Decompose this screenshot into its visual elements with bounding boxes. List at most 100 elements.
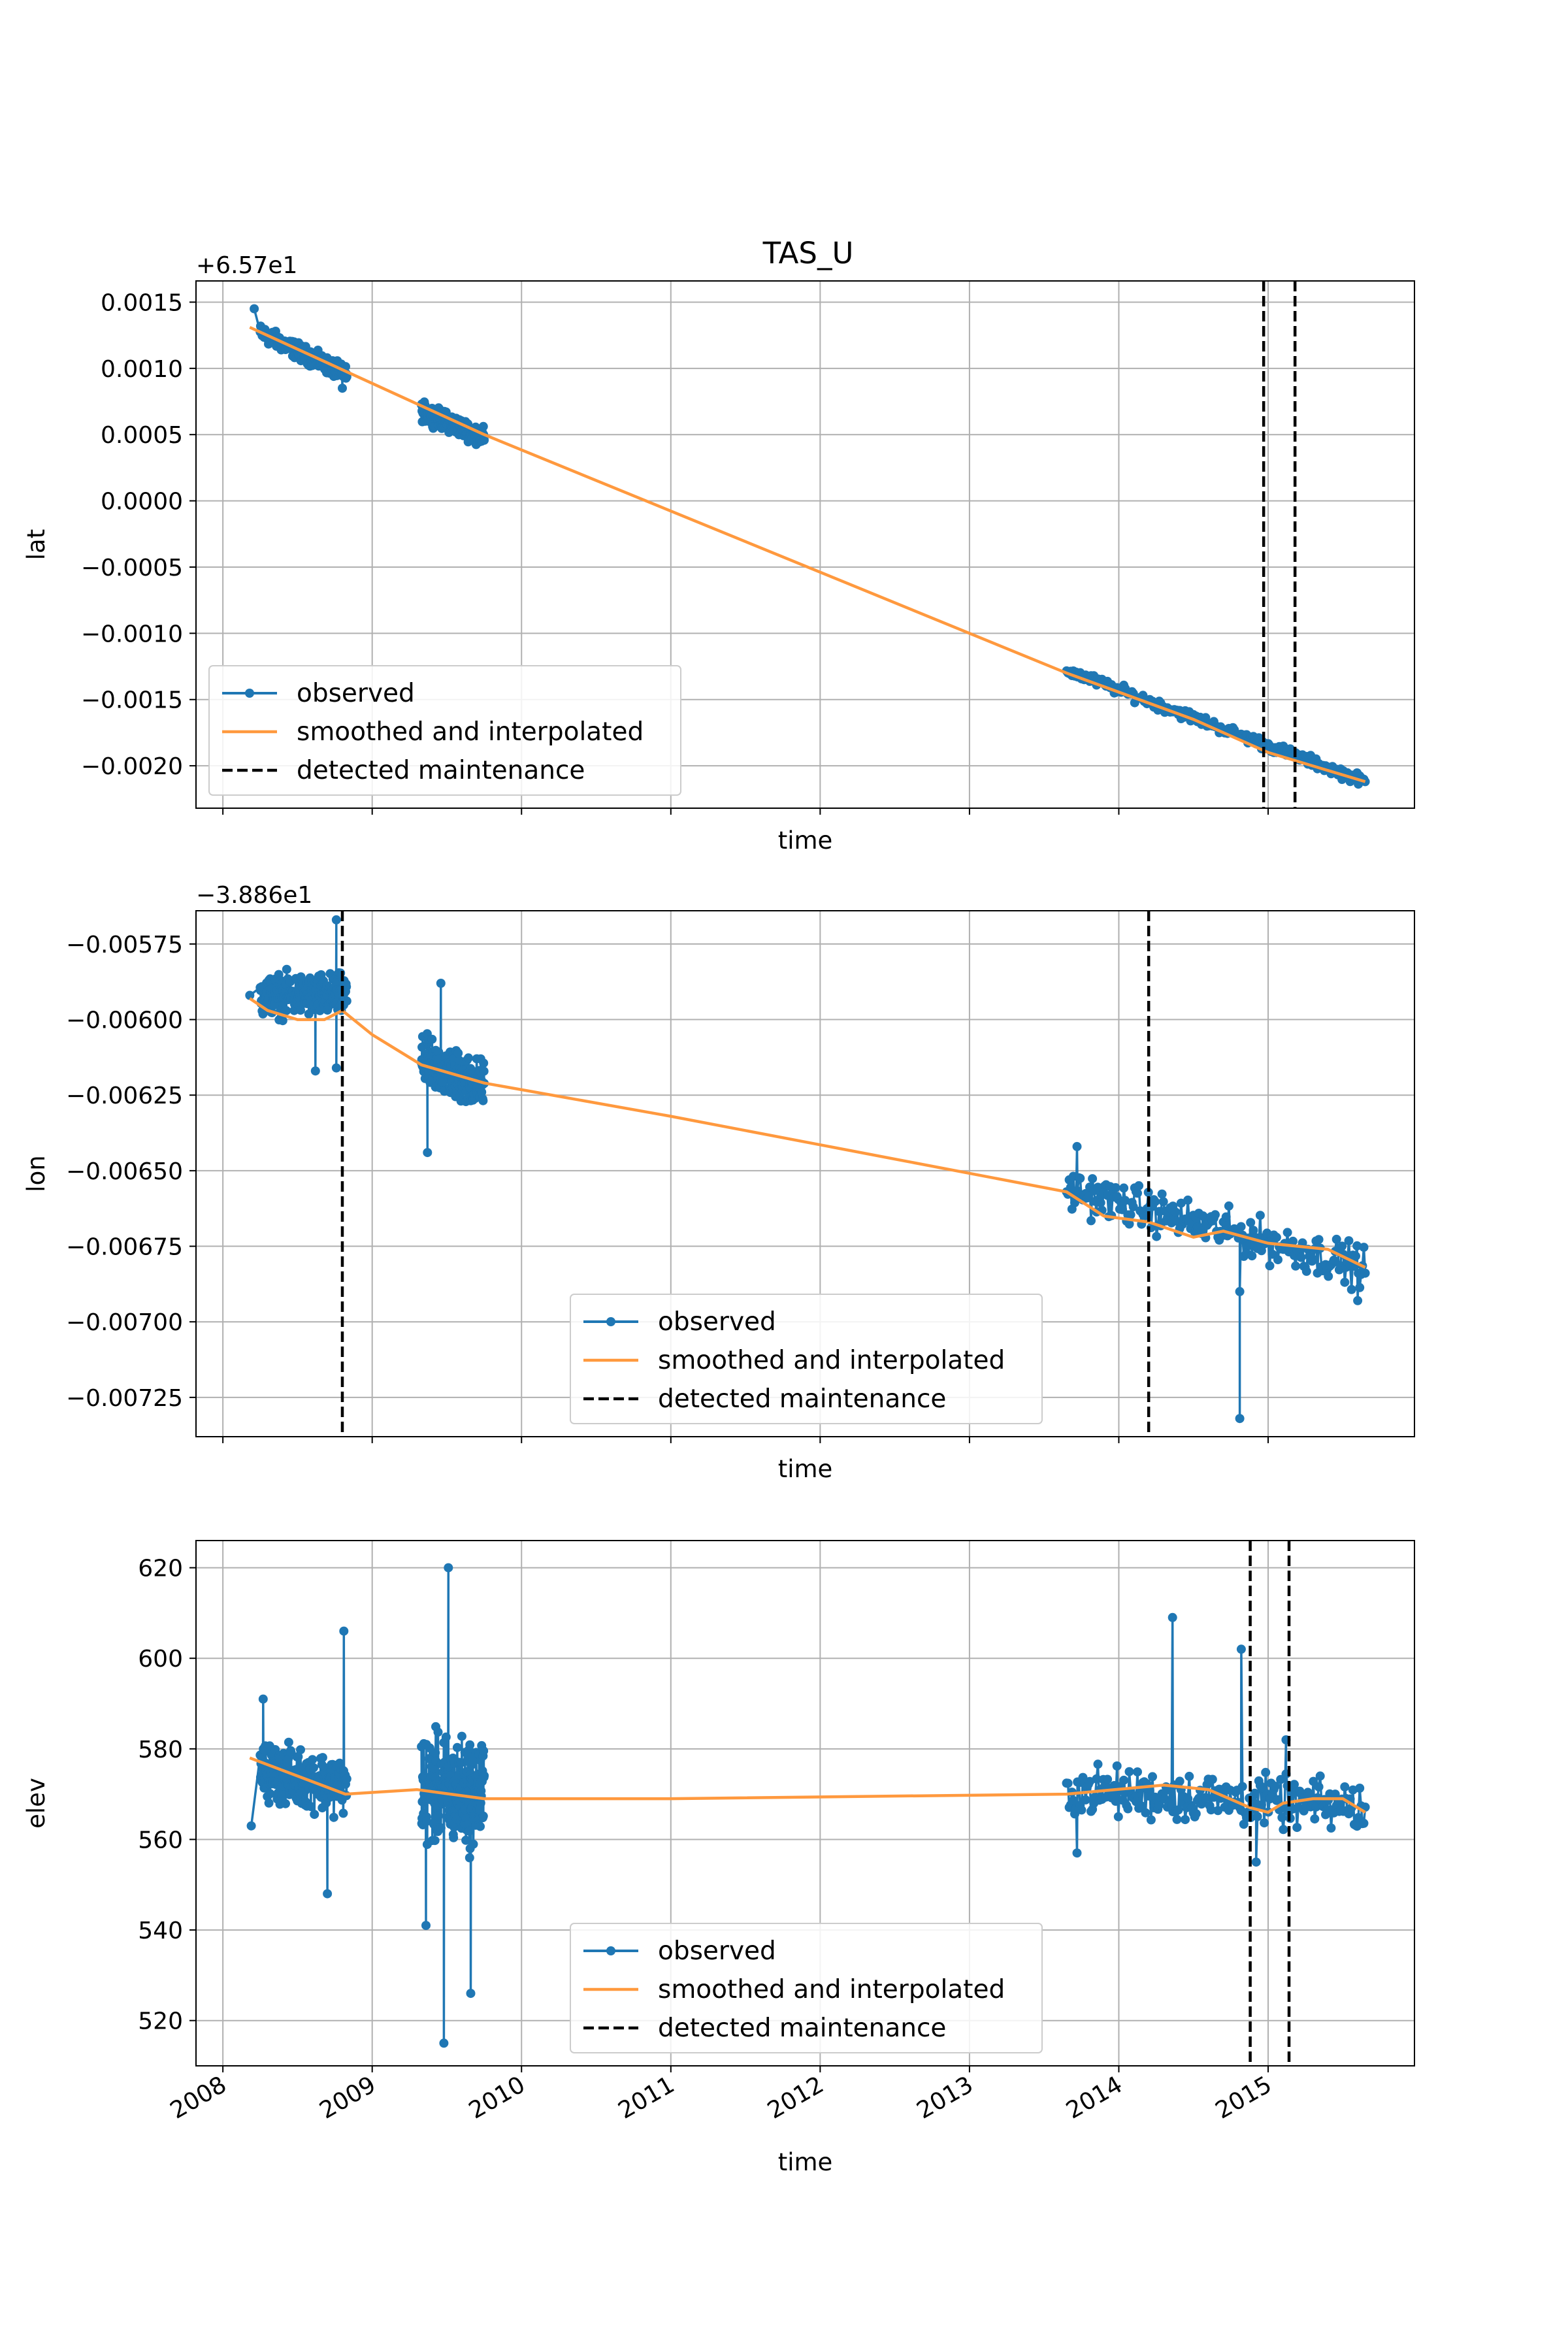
observed-point — [444, 1563, 453, 1573]
observed-point — [465, 1853, 474, 1863]
observed-point — [1124, 1219, 1134, 1229]
observed-point — [1279, 1825, 1288, 1835]
observed-point — [1301, 1266, 1311, 1276]
legend-label-smoothed: smoothed and interpolated — [297, 717, 644, 747]
y-tick-label: 0.0005 — [101, 422, 183, 449]
observed-point — [1250, 1788, 1260, 1798]
observed-point — [436, 979, 446, 988]
x-tick-label: 2014 — [1062, 2071, 1127, 2124]
observed-point — [441, 1732, 451, 1742]
observed-point — [1112, 1761, 1122, 1771]
chart-title: TAS_U — [762, 236, 854, 270]
y-tick-label: −0.0020 — [81, 753, 183, 780]
observed-point — [282, 1005, 291, 1015]
x-tick-label: 2011 — [613, 2071, 679, 2124]
y-tick-label: −0.00700 — [66, 1309, 183, 1336]
smoothed-series-line — [249, 1756, 1366, 1814]
observed-point — [1273, 1795, 1282, 1805]
y-tick-label: −0.0010 — [81, 621, 183, 647]
observed-point — [1207, 1774, 1217, 1784]
observed-point — [258, 1694, 268, 1704]
observed-point — [282, 964, 291, 974]
observed-point — [480, 435, 489, 445]
observed-point — [1157, 1189, 1167, 1199]
observed-point — [436, 1823, 446, 1833]
legend-label-maintenance: detected maintenance — [658, 1384, 946, 1414]
observed-point — [439, 2038, 449, 2048]
observed-point — [1172, 1814, 1182, 1824]
observed-point — [342, 372, 351, 382]
observed-point — [1173, 1805, 1183, 1815]
x-tick-label: 2013 — [913, 2071, 978, 2124]
observed-series-line — [1066, 1617, 1367, 1863]
x-tick-label: 2015 — [1211, 2071, 1277, 2124]
observed-point — [1273, 1255, 1282, 1265]
panel-elev: 2008 2009 2010 2011 2012 2013 2014 2015 620 600 58… — [22, 1540, 1415, 2176]
legend-observed-marker — [606, 1946, 615, 1955]
observed-point — [1108, 1789, 1118, 1799]
observed-point — [1359, 1243, 1369, 1252]
plot-area-elev — [246, 1563, 1370, 2048]
observed-point — [265, 1789, 275, 1799]
plot-area-lat — [249, 304, 1370, 789]
observed-point — [449, 1833, 459, 1842]
observed-point — [423, 1148, 433, 1158]
observed-point — [306, 1802, 316, 1812]
observed-point — [1221, 1212, 1231, 1222]
observed-point — [1270, 1782, 1280, 1791]
observed-point — [427, 1034, 437, 1044]
observed-point — [1103, 1774, 1113, 1784]
observed-point — [478, 1096, 488, 1105]
observed-point — [1146, 1815, 1156, 1825]
observed-point — [479, 1058, 489, 1068]
y-tick-label: −0.00650 — [66, 1158, 183, 1185]
observed-point — [1271, 1232, 1281, 1242]
observed-point — [1072, 1141, 1082, 1151]
legend-label-maintenance: detected maintenance — [297, 756, 585, 785]
observed-point — [430, 1836, 440, 1846]
observed-point — [1086, 1216, 1096, 1226]
panel-lat: 0.0015 0.0010 0.0005 0.0000 −0.0005 −0.0010 −0… — [22, 252, 1415, 855]
observed-point — [478, 1811, 488, 1821]
observed-point — [1309, 1254, 1318, 1264]
observed-point — [1073, 1186, 1083, 1196]
observed-point — [1092, 1774, 1102, 1784]
legend-label-observed: observed — [297, 679, 415, 708]
axis-offset-text: −3.886e1 — [196, 882, 312, 909]
observed-point — [1291, 1261, 1301, 1271]
observed-point — [1143, 1188, 1153, 1197]
legend-label-observed: observed — [658, 1936, 776, 1966]
observed-point — [1247, 1251, 1257, 1261]
plot-area-lon — [245, 915, 1370, 1424]
y-axis-label: elev — [22, 1778, 50, 1829]
observed-point — [1184, 1771, 1194, 1781]
observed-point — [246, 1821, 256, 1831]
observed-point — [1145, 1786, 1154, 1795]
legend-label-maintenance: detected maintenance — [658, 2014, 946, 2043]
observed-point — [465, 1740, 475, 1750]
observed-point — [1213, 1806, 1223, 1816]
observed-point — [477, 1087, 487, 1097]
observed-point — [329, 1812, 338, 1822]
observed-point — [338, 384, 347, 393]
observed-point — [1111, 1797, 1120, 1806]
observed-point — [278, 1790, 287, 1800]
observed-point — [480, 1771, 489, 1780]
observed-point — [452, 1742, 462, 1752]
observed-point — [1337, 1241, 1347, 1251]
observed-point — [1360, 1268, 1370, 1278]
y-tick-label: 560 — [138, 1827, 183, 1854]
observed-point — [1344, 1236, 1354, 1246]
observed-point — [1310, 1814, 1320, 1824]
observed-point — [453, 1049, 463, 1058]
observed-point — [1296, 1252, 1306, 1262]
observed-point — [1119, 1183, 1129, 1193]
observed-point — [1133, 1767, 1142, 1777]
observed-point — [1249, 1226, 1258, 1235]
x-axis-label: time — [778, 2148, 833, 2176]
observed-point — [1353, 1296, 1363, 1305]
observed-point — [1063, 1778, 1073, 1788]
observed-point — [1329, 1255, 1339, 1265]
legend-label-smoothed: smoothed and interpolated — [658, 1346, 1005, 1375]
